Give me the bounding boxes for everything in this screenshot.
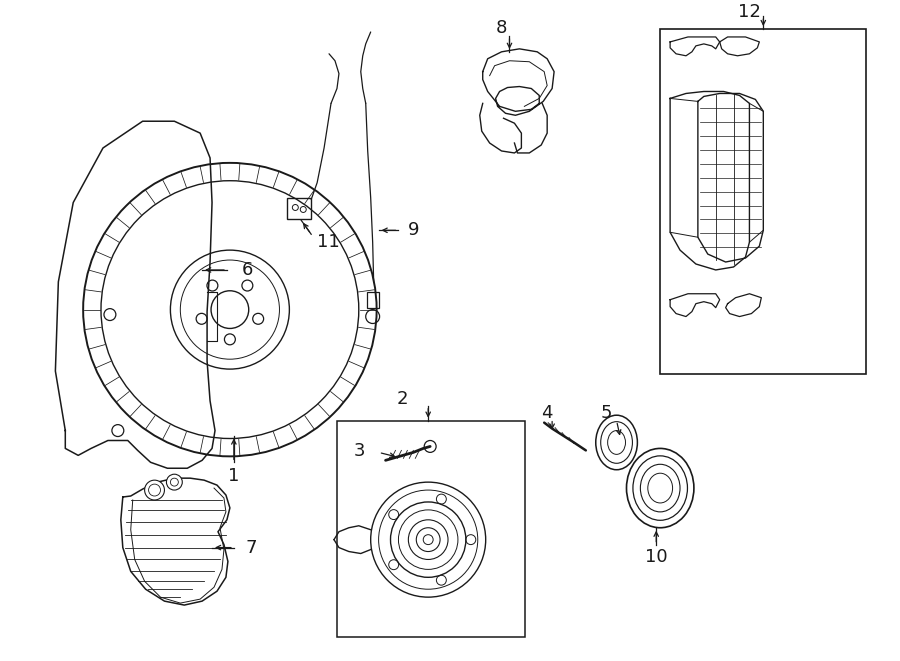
Text: 5: 5: [601, 404, 612, 422]
Bar: [287, 198, 311, 219]
Bar: [661, 29, 867, 374]
Text: 1: 1: [229, 467, 239, 485]
Text: 10: 10: [645, 549, 668, 566]
Text: 2: 2: [397, 390, 409, 408]
Bar: [337, 420, 526, 637]
Text: 11: 11: [317, 233, 340, 251]
Text: 6: 6: [242, 261, 253, 279]
Circle shape: [424, 440, 436, 452]
Text: 12: 12: [738, 3, 760, 21]
Text: 8: 8: [496, 19, 508, 37]
Circle shape: [166, 474, 183, 490]
Text: 3: 3: [353, 442, 364, 461]
Circle shape: [145, 480, 165, 500]
Text: 7: 7: [246, 539, 257, 557]
Text: 4: 4: [542, 404, 553, 422]
Bar: [366, 292, 379, 307]
Text: 9: 9: [409, 221, 420, 239]
